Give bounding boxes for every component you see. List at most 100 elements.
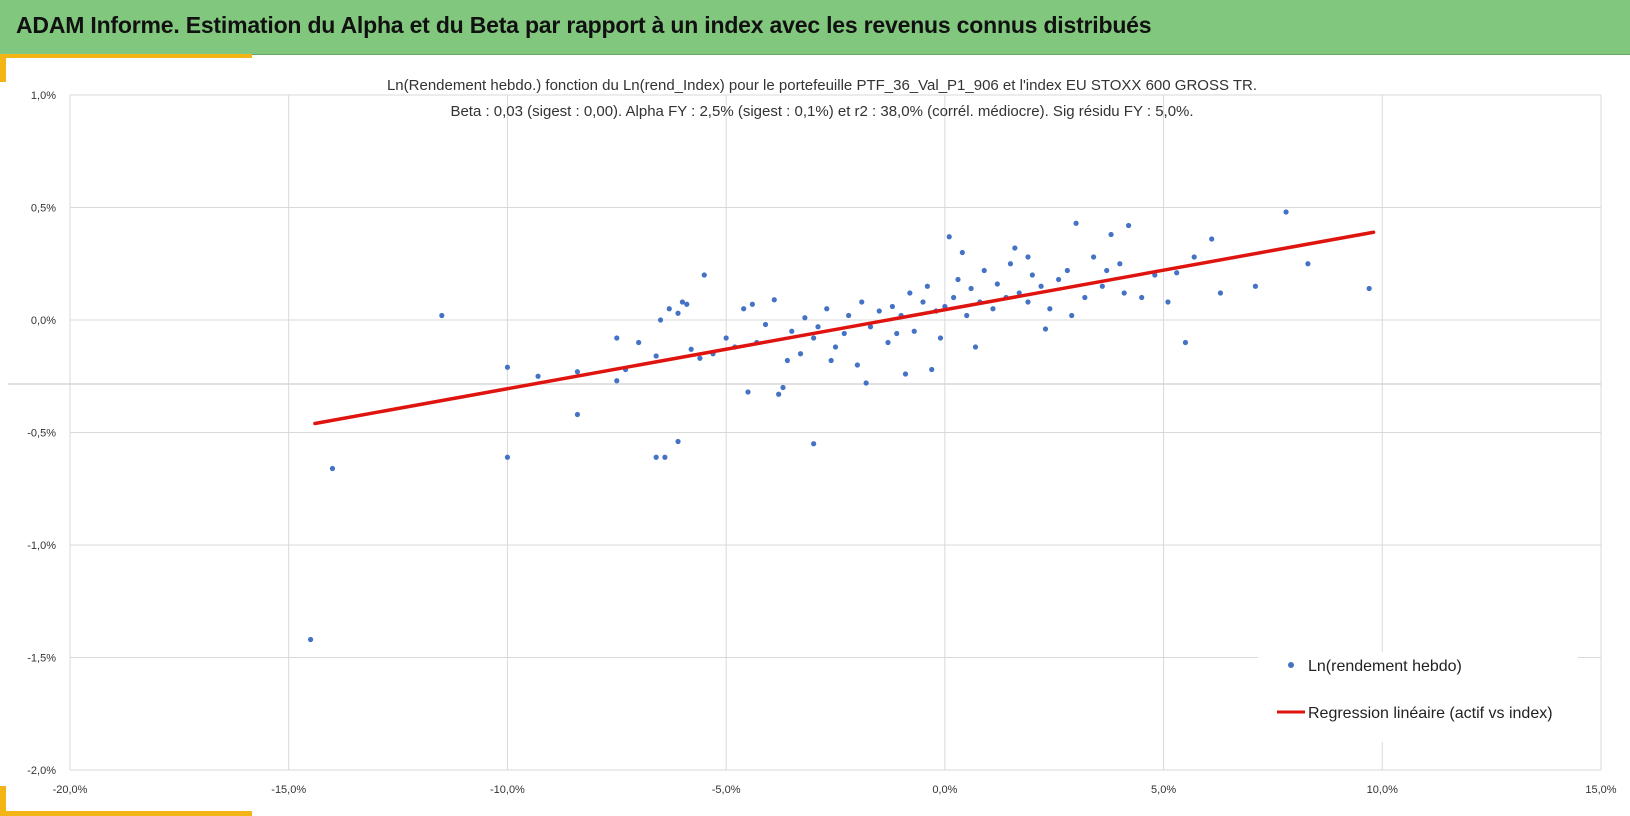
x-tick-label: -10,0%: [490, 784, 525, 796]
scatter-point: [688, 346, 694, 352]
scatter-point: [902, 371, 909, 377]
scatter-point: [863, 380, 869, 386]
scatter-point: [1038, 283, 1044, 289]
scatter-point: [1252, 283, 1259, 289]
scatter-point: [1007, 261, 1014, 267]
scatter-point: [662, 454, 668, 460]
scatter-point: [1174, 270, 1180, 276]
legend-label-regression: Regression linéaire (actif vs index): [1308, 705, 1553, 722]
regression-line: [313, 230, 1376, 426]
scatter-point: [1305, 261, 1311, 267]
scatter-point: [684, 301, 690, 307]
x-tick-label: 5,0%: [1151, 784, 1176, 796]
scatter-point: [1108, 231, 1114, 238]
scatter-point: [1209, 236, 1215, 242]
scatter-point: [964, 312, 970, 319]
scatter-point: [741, 306, 747, 312]
scatter-point: [307, 636, 314, 643]
y-tick-label: 0,0%: [31, 315, 56, 327]
scatter-point: [771, 297, 777, 303]
scatter-point: [697, 355, 703, 361]
scatter-point: [846, 312, 852, 319]
scatter-point: [1025, 254, 1031, 260]
scatter-point: [1182, 339, 1189, 346]
accent-bar-left: [0, 54, 6, 82]
scatter-point: [876, 308, 882, 314]
scatter-point: [504, 364, 511, 370]
scatter-point: [780, 384, 786, 391]
scatter-point: [1025, 299, 1031, 305]
scatter-point: [439, 312, 445, 319]
scatter-point: [723, 335, 729, 341]
x-tick-label: -15,0%: [271, 784, 306, 796]
scatter-point: [802, 315, 808, 321]
scatter-point: [666, 306, 672, 312]
y-axis-ticks: 1,0% 0,5% 0,0% -0,5% -1,0% -1,5% -2,0%: [27, 90, 56, 777]
scatter-point: [1064, 267, 1070, 274]
scatter-point: [1121, 290, 1127, 296]
scatter-point: [1055, 276, 1062, 283]
scatter-point: [1117, 261, 1123, 267]
scatter-point: [1283, 209, 1289, 215]
scatter-point: [329, 465, 336, 472]
x-tick-label: 0,0%: [932, 784, 957, 796]
scatter-point: [653, 454, 659, 460]
scatter-point: [1099, 283, 1105, 289]
x-tick-label: -20,0%: [53, 784, 88, 796]
scatter-point: [946, 234, 952, 240]
scatter-point: [1366, 285, 1372, 292]
accent-bar-bottom-left: [0, 811, 252, 816]
x-tick-label: 10,0%: [1367, 784, 1398, 796]
legend-label-scatter: Ln(rendement hebdo): [1308, 658, 1462, 675]
scatter-point: [920, 299, 926, 305]
scatter-point: [679, 299, 686, 305]
scatter-point: [1073, 220, 1079, 226]
scatter-point: [859, 299, 865, 305]
y-tick-label: 0,5%: [31, 203, 56, 215]
scatter-point: [811, 335, 817, 341]
scatter-points: [307, 209, 1372, 643]
scatter-point: [1104, 267, 1110, 274]
y-tick-label: -1,0%: [27, 540, 56, 552]
scatter-point: [1090, 254, 1097, 260]
scatter-point: [1029, 272, 1035, 278]
scatter-point: [968, 285, 974, 292]
scatter-point: [889, 303, 895, 310]
legend-marker-scatter: [1288, 662, 1294, 668]
scatter-point: [657, 317, 664, 323]
scatter-point: [1217, 290, 1224, 296]
scatter-point: [653, 353, 659, 359]
regression-line-layer: [313, 230, 1376, 426]
scatter-point: [504, 454, 511, 460]
scatter-point: [574, 369, 581, 375]
scatter-point: [1191, 254, 1197, 260]
scatter-point: [981, 267, 987, 274]
scatter-point: [828, 357, 834, 364]
scatter-point: [1047, 306, 1053, 312]
scatter-point: [574, 411, 581, 418]
scatter-point: [1139, 294, 1145, 301]
scatter-point: [924, 283, 930, 289]
scatter-point: [929, 366, 935, 373]
y-tick-label: -1,5%: [27, 653, 56, 665]
scatter-point: [636, 339, 642, 346]
scatter-point: [535, 373, 541, 379]
scatter-point: [972, 344, 979, 350]
x-axis-ticks: -20,0% -15,0% -10,0% -5,0% 0,0% 5,0% 10,0% 15,0…: [53, 784, 1617, 796]
scatter-point: [885, 339, 891, 346]
chart-title-line-1: Ln(Rendement hebdo.) fonction du Ln(rend…: [387, 77, 1257, 94]
scatter-point: [1012, 245, 1018, 251]
x-tick-label: 15,0%: [1585, 784, 1616, 796]
scatter-point: [907, 290, 913, 296]
report-title: ADAM Informe. Estimation du Alpha et du …: [16, 12, 1152, 38]
scatter-point: [784, 357, 790, 364]
scatter-point: [955, 276, 961, 283]
scatter-point: [951, 294, 957, 301]
scatter-point: [911, 328, 917, 334]
legend-box: [1258, 652, 1578, 742]
legend: Ln(rendement hebdo) Regression linéaire …: [1258, 652, 1578, 742]
y-tick-label: 1,0%: [31, 90, 56, 102]
scatter-point: [675, 310, 681, 316]
